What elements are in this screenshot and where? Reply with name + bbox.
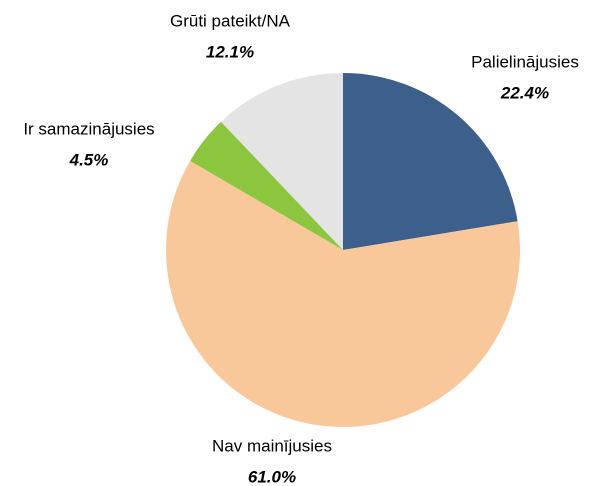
- slice-label: Ir samazinājusies: [23, 119, 154, 138]
- slice-value-label: 4.5%: [69, 150, 109, 169]
- pie-slice: [190, 121, 343, 251]
- slice-label: Palielinājusies: [471, 52, 579, 71]
- pie-slice: [221, 73, 343, 250]
- pie-slice: [343, 73, 518, 250]
- slice-value-label: 61.0%: [248, 467, 296, 486]
- slice-value-label: 12.1%: [206, 42, 254, 61]
- slice-value-label: 22.4%: [500, 83, 549, 102]
- pie-slice: [165, 160, 521, 427]
- slice-label: Grūti pateikt/NA: [170, 11, 291, 30]
- slice-label: Nav mainījusies: [212, 436, 332, 455]
